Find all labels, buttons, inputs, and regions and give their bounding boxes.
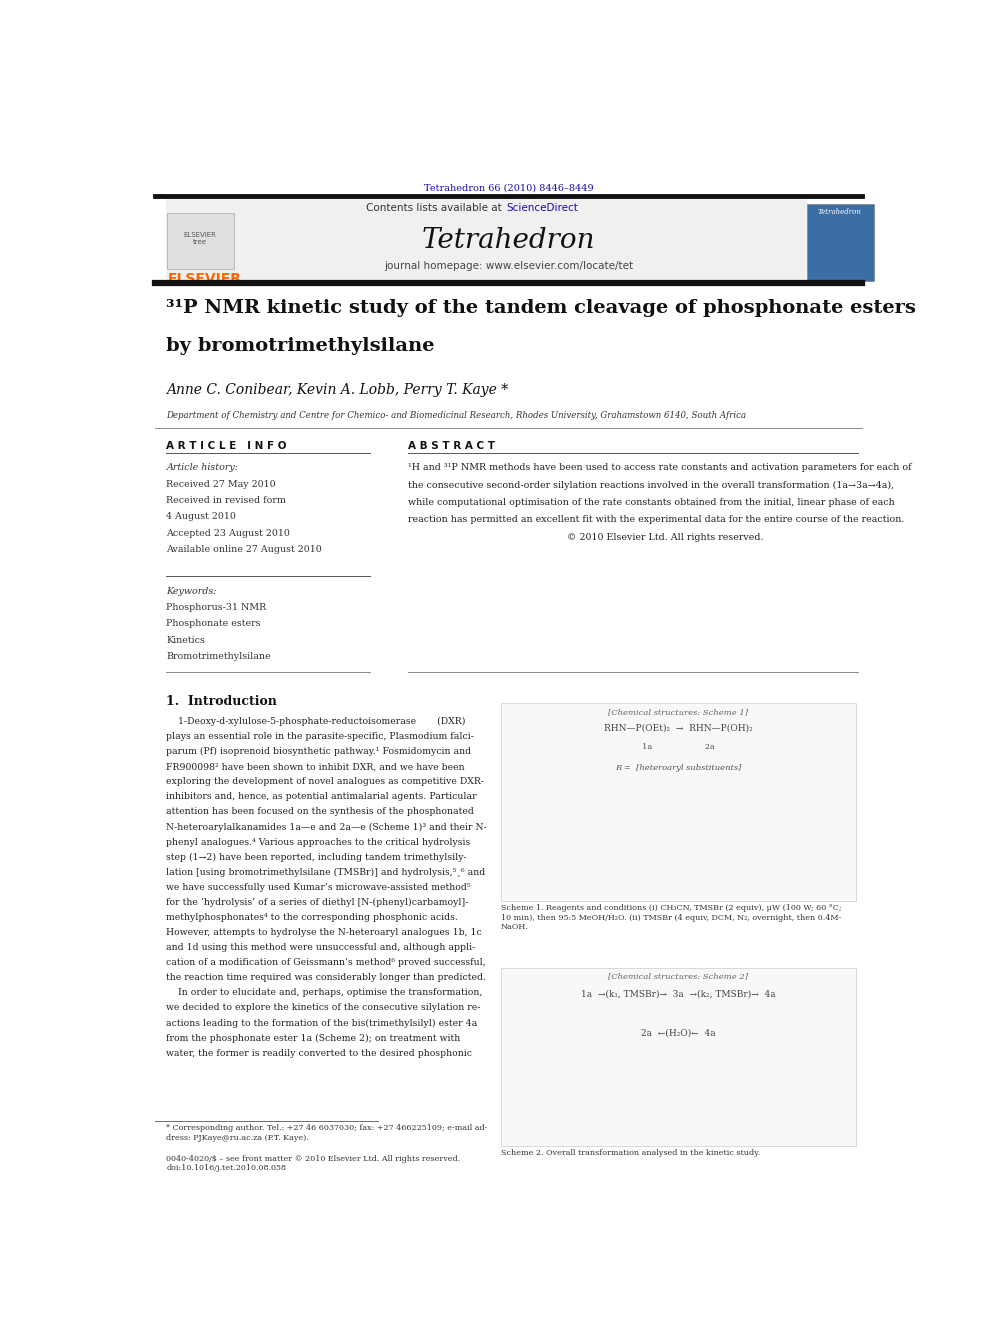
Text: for the ‘hydrolysis’ of a series of diethyl [N-(phenyl)carbamoyl]-: for the ‘hydrolysis’ of a series of diet… [167,898,468,908]
Text: phenyl analogues.⁴ Various approaches to the critical hydrolysis: phenyl analogues.⁴ Various approaches to… [167,837,470,847]
Text: Keywords:: Keywords: [167,586,217,595]
Text: Scheme 1. Reagents and conditions (i) CH₃CN, TMSBr (2 equiv), μW (100 W; 60 °C;
: Scheme 1. Reagents and conditions (i) CH… [501,905,841,931]
Text: exploring the development of novel analogues as competitive DXR-: exploring the development of novel analo… [167,778,484,786]
Text: However, attempts to hydrolyse the N-heteroaryl analogues 1b, 1c: However, attempts to hydrolyse the N-het… [167,929,482,937]
Text: Tetrahedron 66 (2010) 8446–8449: Tetrahedron 66 (2010) 8446–8449 [424,183,593,192]
Text: reaction has permitted an excellent fit with the experimental data for the entir: reaction has permitted an excellent fit … [409,516,905,524]
Text: 1.  Introduction: 1. Introduction [167,695,277,708]
Text: lation [using bromotrimethylsilane (TMSBr)] and hydrolysis,⁵¸⁶ and: lation [using bromotrimethylsilane (TMSB… [167,868,485,877]
Text: ELSEVIER: ELSEVIER [168,271,242,286]
Bar [167,196,806,283]
Text: © 2010 Elsevier Ltd. All rights reserved.: © 2010 Elsevier Ltd. All rights reserved… [409,533,764,541]
Text: and 1d using this method were unsuccessful and, although appli-: and 1d using this method were unsuccessf… [167,943,475,953]
Text: Department of Chemistry and Centre for Chemico- and Biomedicinal Research, Rhode: Department of Chemistry and Centre for C… [167,411,746,421]
Text: by bromotrimethylsilane: by bromotrimethylsilane [167,337,434,355]
Text: Scheme 2. Overall transformation analysed in the kinetic study.: Scheme 2. Overall transformation analyse… [501,1148,760,1156]
Text: N-heteroarylalkanamides 1a—e and 2a—e (Scheme 1)³ and their N-: N-heteroarylalkanamides 1a—e and 2a—e (S… [167,823,487,832]
Text: Contents lists available at: Contents lists available at [366,202,505,213]
Text: Available online 27 August 2010: Available online 27 August 2010 [167,545,322,554]
Text: Tetrahedron: Tetrahedron [422,228,595,254]
Text: the reaction time required was considerably longer than predicted.: the reaction time required was considera… [167,974,486,982]
Text: 2a  ←(H₂O)←  4a: 2a ←(H₂O)← 4a [641,1029,715,1037]
Text: 1-Deoxy-d-xylulose-5-phosphate-reductoisomerase       (DXR): 1-Deoxy-d-xylulose-5-phosphate-reductois… [167,717,466,726]
Bar [501,703,856,901]
Text: [Chemical structures: Scheme 1]: [Chemical structures: Scheme 1] [608,708,748,716]
Text: Article history:: Article history: [167,463,238,472]
Text: * Corresponding author. Tel.: +27 46 6037030; fax: +27 466225109; e-mail ad-
dre: * Corresponding author. Tel.: +27 46 603… [167,1125,488,1142]
Text: FR900098² have been shown to inhibit DXR, and we have been: FR900098² have been shown to inhibit DXR… [167,762,465,771]
Text: water, the former is readily converted to the desired phosphonic: water, the former is readily converted t… [167,1049,472,1057]
Text: ELSEVIER
tree: ELSEVIER tree [184,232,216,245]
Text: Bromotrimethylsilane: Bromotrimethylsilane [167,652,271,660]
Text: cation of a modification of Geissmann’s method⁶ proved successful,: cation of a modification of Geissmann’s … [167,958,486,967]
Text: Accepted 23 August 2010: Accepted 23 August 2010 [167,529,290,537]
Text: Received in revised form: Received in revised form [167,496,286,505]
Text: parum (Pf) isoprenoid biosynthetic pathway.¹ Fosmidomycin and: parum (Pf) isoprenoid biosynthetic pathw… [167,747,471,757]
Text: plays an essential role in the parasite-specific, Plasmodium falci-: plays an essential role in the parasite-… [167,732,474,741]
Text: 1a                    2a: 1a 2a [642,744,715,751]
Text: 1a  →(k₁, TMSBr)→  3a  →(k₂, TMSBr)→  4a: 1a →(k₁, TMSBr)→ 3a →(k₂, TMSBr)→ 4a [581,990,776,999]
Text: Phosphorus-31 NMR: Phosphorus-31 NMR [167,603,267,613]
Text: we decided to explore the kinetics of the consecutive silylation re-: we decided to explore the kinetics of th… [167,1003,481,1012]
Text: inhibitors and, hence, as potential antimalarial agents. Particular: inhibitors and, hence, as potential anti… [167,792,477,802]
Text: ScienceDirect: ScienceDirect [507,202,578,213]
Text: step (1→2) have been reported, including tandem trimethylsily-: step (1→2) have been reported, including… [167,853,467,861]
Text: the consecutive second-order silylation reactions involved in the overall transf: the consecutive second-order silylation … [409,480,895,490]
Text: ¹H and ³¹P NMR methods have been used to access rate constants and activation pa: ¹H and ³¹P NMR methods have been used to… [409,463,912,472]
Text: actions leading to the formation of the bis(trimethylsilyl) ester 4a: actions leading to the formation of the … [167,1019,477,1028]
Text: Phosphonate esters: Phosphonate esters [167,619,261,628]
Text: Anne C. Conibear, Kevin A. Lobb, Perry T. Kaye *: Anne C. Conibear, Kevin A. Lobb, Perry T… [167,382,509,397]
Text: journal homepage: www.elsevier.com/locate/tet: journal homepage: www.elsevier.com/locat… [384,261,633,271]
Text: methylphosphonates⁴ to the corresponding phosphonic acids.: methylphosphonates⁴ to the corresponding… [167,913,458,922]
Text: while computational optimisation of the rate constants obtained from the initial: while computational optimisation of the … [409,497,895,507]
Text: 4 August 2010: 4 August 2010 [167,512,236,521]
Text: A R T I C L E   I N F O: A R T I C L E I N F O [167,441,287,451]
Text: 0040-4020/$ – see front matter © 2010 Elsevier Ltd. All rights reserved.
doi:10.: 0040-4020/$ – see front matter © 2010 El… [167,1155,460,1172]
Bar [167,213,234,269]
Text: ³¹P NMR kinetic study of the tandem cleavage of phosphonate esters: ³¹P NMR kinetic study of the tandem clea… [167,299,917,318]
Text: In order to elucidate and, perhaps, optimise the transformation,: In order to elucidate and, perhaps, opti… [167,988,482,998]
Text: we have successfully used Kumar’s microwave-assisted method⁵: we have successfully used Kumar’s microw… [167,882,471,892]
Text: A B S T R A C T: A B S T R A C T [409,441,495,451]
Text: attention has been focused on the synthesis of the phosphonated: attention has been focused on the synthe… [167,807,474,816]
Text: Received 27 May 2010: Received 27 May 2010 [167,480,276,488]
Text: R =  [heteroaryl substituents]: R = [heteroaryl substituents] [615,763,741,771]
Text: Tetrahedron: Tetrahedron [817,208,862,216]
Bar [501,967,856,1146]
Text: Kinetics: Kinetics [167,635,205,644]
Bar [806,204,874,280]
Text: RHN—P(OEt)₂  →  RHN—P(OH)₂: RHN—P(OEt)₂ → RHN—P(OH)₂ [604,724,753,732]
Text: [Chemical structures: Scheme 2]: [Chemical structures: Scheme 2] [608,972,748,980]
Text: from the phosphonate ester 1a (Scheme 2); on treatment with: from the phosphonate ester 1a (Scheme 2)… [167,1033,460,1043]
